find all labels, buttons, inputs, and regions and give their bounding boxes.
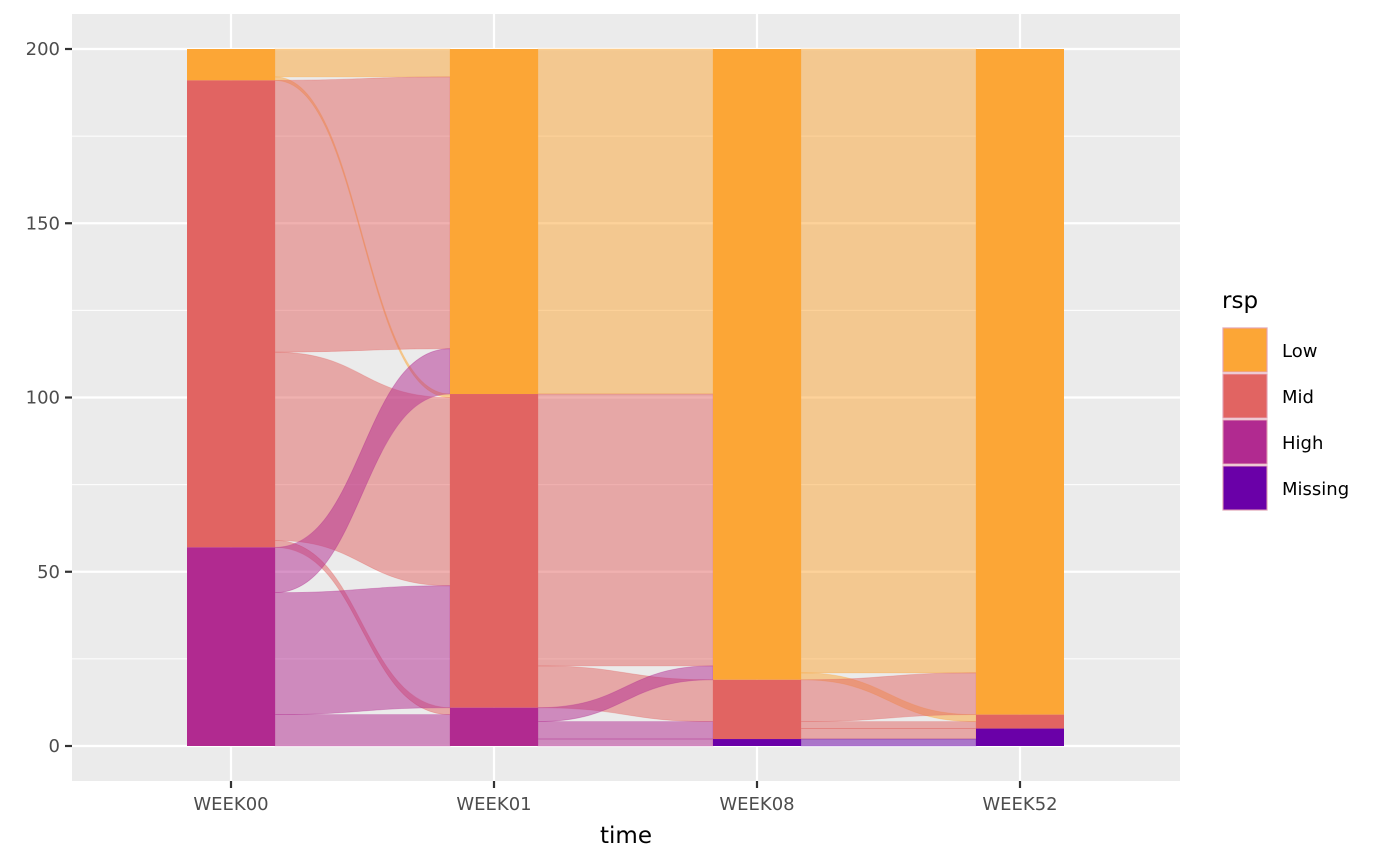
y-tick-label: 0	[49, 736, 60, 757]
legend-title: rsp	[1222, 288, 1258, 314]
x-tick-label: WEEK52	[982, 794, 1057, 815]
y-tick-label: 100	[26, 388, 60, 409]
flow-week01-high-to-missing	[537, 738, 714, 747]
legend-swatch-low	[1222, 327, 1268, 373]
flow-ribbons	[274, 48, 977, 747]
bar-week52-mid	[976, 714, 1064, 729]
flow-week08-missing-to-missing	[800, 738, 977, 747]
y-tick-label: 200	[26, 39, 60, 60]
y-tick-label: 150	[26, 213, 60, 234]
x-axis: WEEK00 WEEK01 WEEK08 WEEK52	[193, 781, 1058, 815]
legend-swatch-mid	[1222, 373, 1268, 419]
bar-week00-low	[187, 49, 275, 81]
bar-week01-mid	[450, 394, 538, 708]
flow-week00-low-to-low	[274, 48, 451, 78]
flow-week00-high-to-high	[274, 714, 451, 747]
x-axis-title: time	[600, 823, 652, 849]
bar-week52-low	[976, 49, 1064, 715]
flow-week01-high-to-mid	[537, 721, 714, 740]
y-axis: 0 50 100 150 200	[26, 39, 72, 757]
bar-week01-high	[450, 707, 538, 746]
legend-label-high: High	[1282, 433, 1323, 454]
flow-week01-low-to-low	[537, 48, 714, 395]
x-tick-label: WEEK08	[719, 794, 794, 815]
bar-week08-missing	[713, 739, 801, 746]
flow-week01-mid-to-low	[537, 393, 714, 667]
flow-week08-mid-to-low	[800, 672, 977, 723]
flow-week08-low-to-low	[800, 48, 977, 674]
bar-week08-mid	[713, 679, 801, 740]
flow-week08-mid-to-mid	[800, 721, 977, 729]
legend-swatch-high	[1222, 419, 1268, 465]
legend-label-mid: Mid	[1282, 387, 1314, 408]
bar-week52-missing	[976, 728, 1064, 746]
bar-week00-high	[187, 547, 275, 746]
flow-week08-mid-to-missing	[800, 728, 977, 740]
x-tick-label: WEEK00	[193, 794, 268, 815]
stack-bars	[187, 49, 1064, 746]
bar-week01-low	[450, 49, 538, 395]
legend-swatch-missing	[1222, 465, 1268, 511]
flow-week00-high-to-mid	[274, 585, 451, 716]
legend: rsp Low Mid High Missing	[1222, 288, 1349, 511]
bar-week00-mid	[187, 80, 275, 548]
legend-label-low: Low	[1282, 341, 1317, 362]
legend-label-missing: Missing	[1282, 479, 1349, 500]
flow-week00-mid-to-low	[274, 76, 451, 353]
bar-week08-low	[713, 49, 801, 680]
x-tick-label: WEEK01	[456, 794, 531, 815]
y-tick-label: 50	[37, 562, 60, 583]
